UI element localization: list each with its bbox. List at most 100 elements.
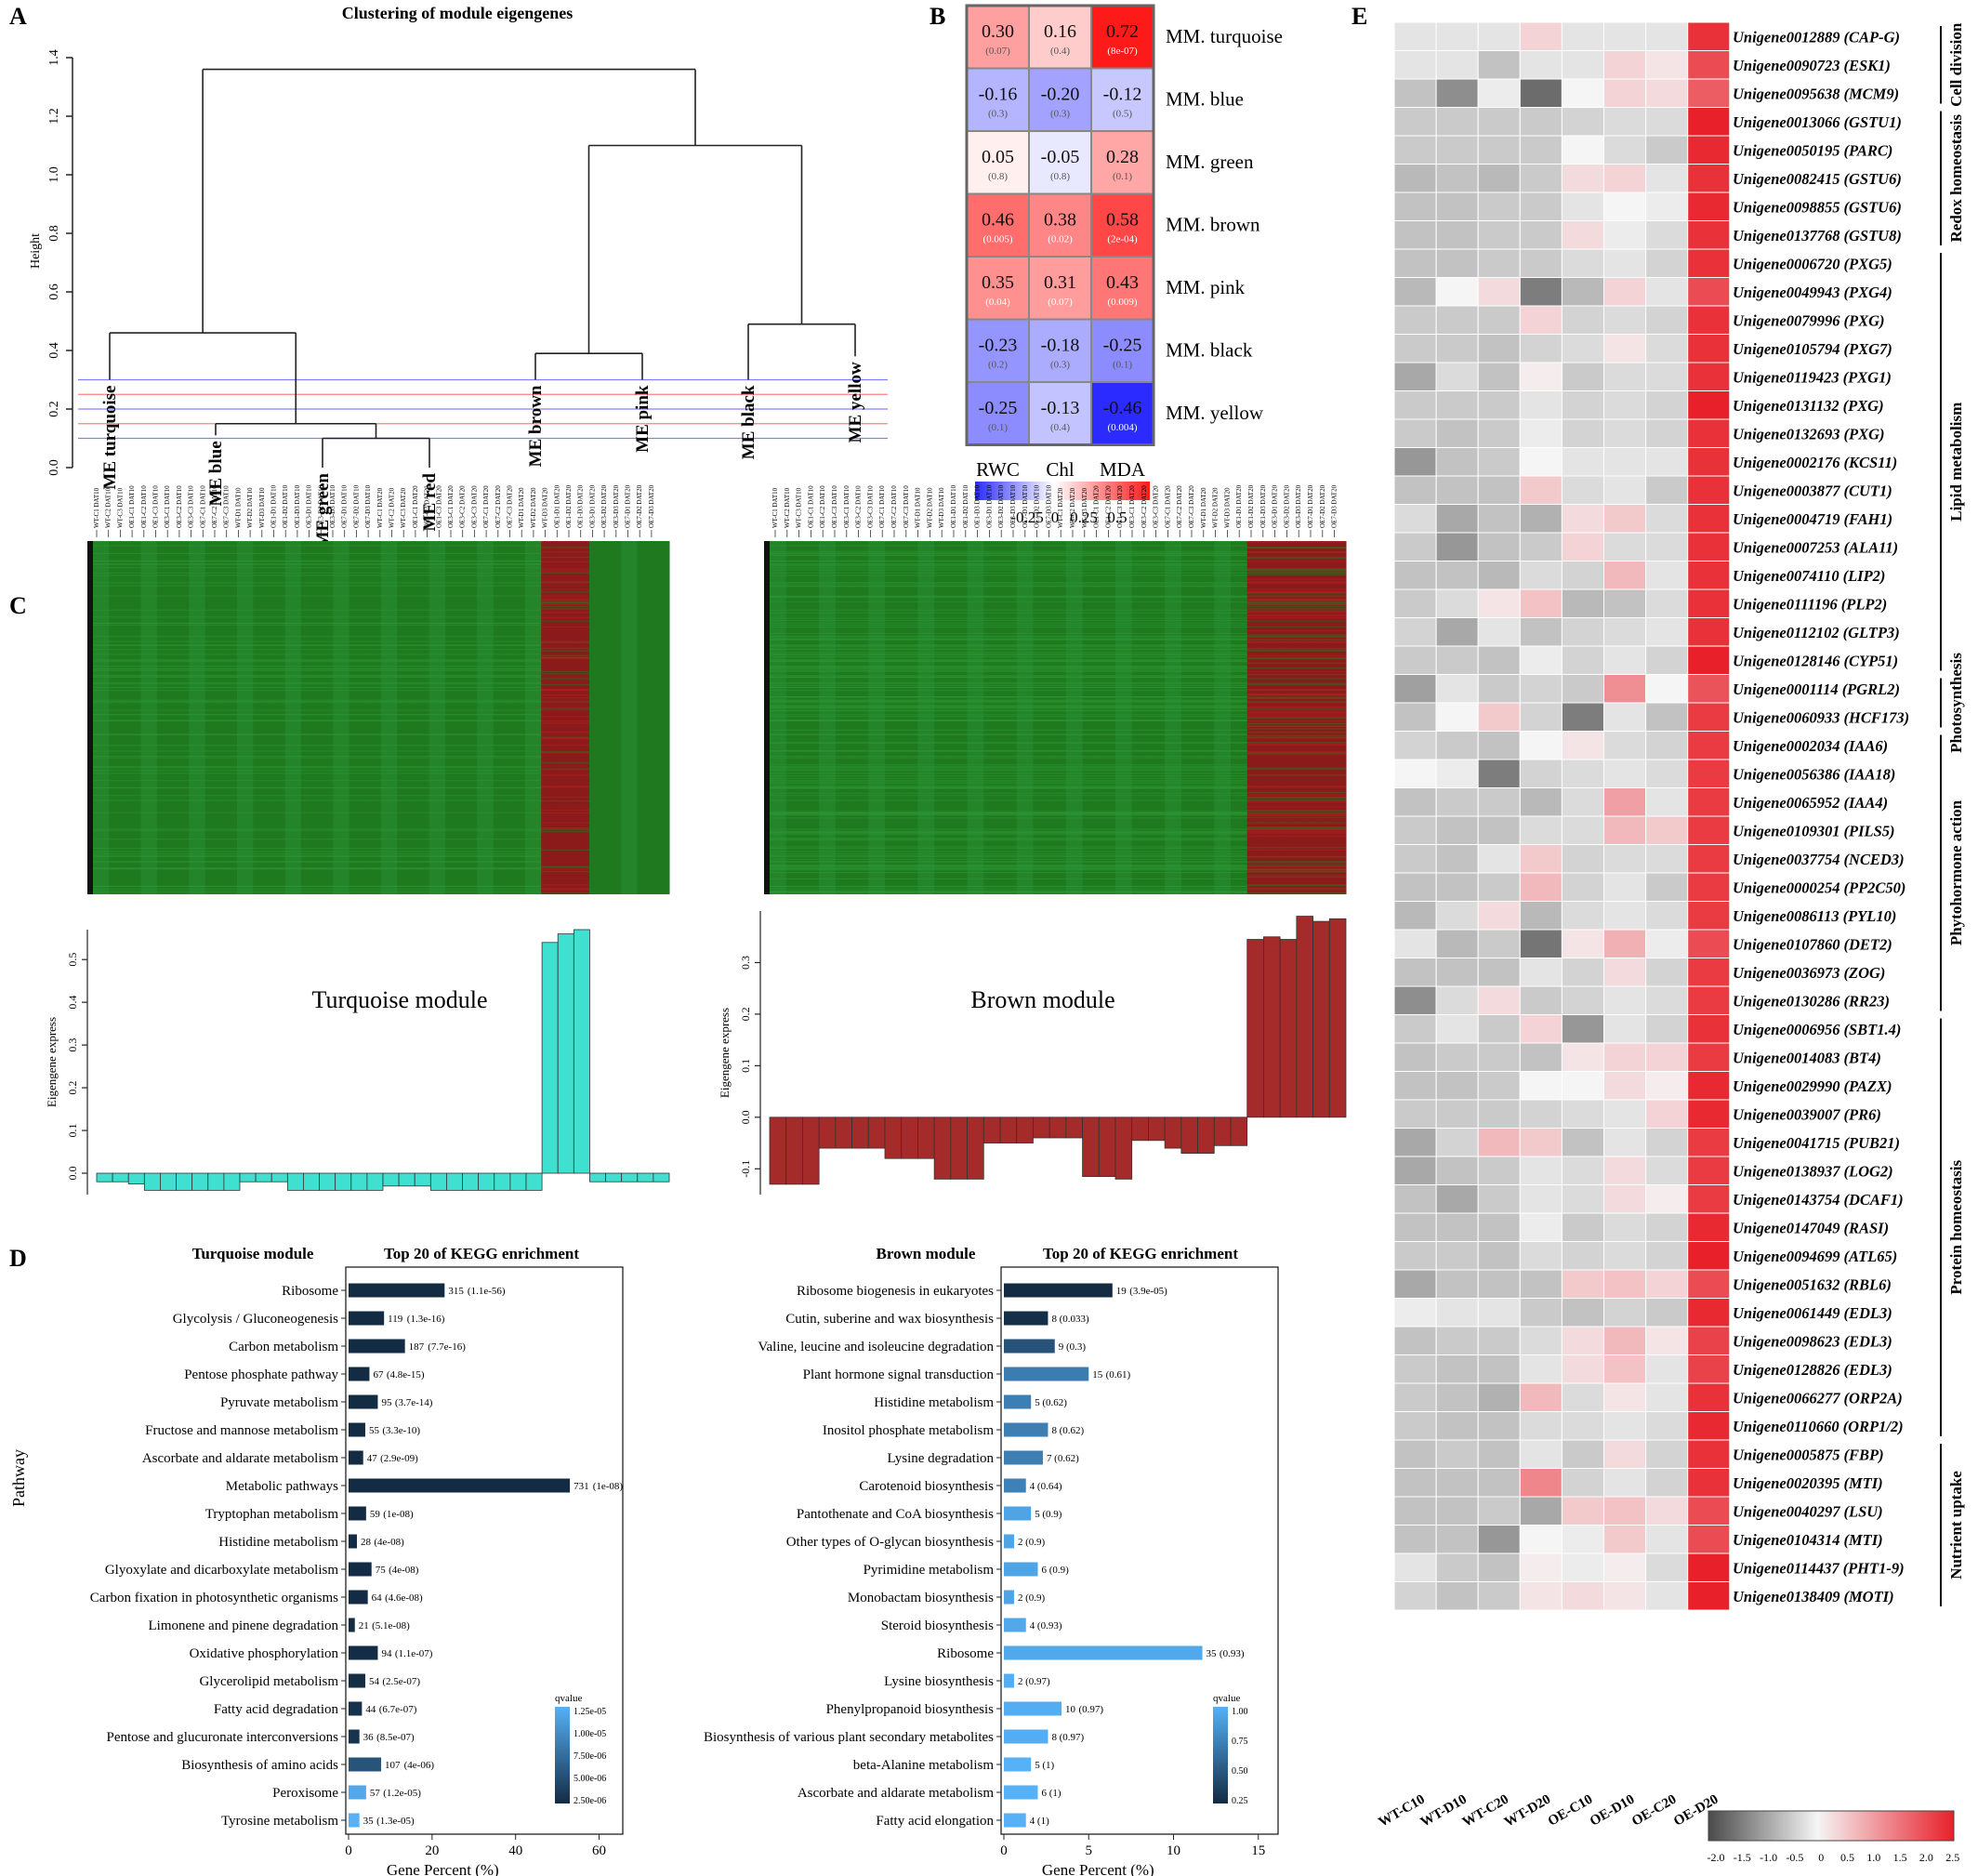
gene-heatmap-cell xyxy=(1561,78,1605,108)
turquoise-heatmap-stripe xyxy=(93,644,542,646)
brown-heatmap-stripe xyxy=(1246,743,1346,745)
gene-id: Unigene0040297 xyxy=(1733,1502,1840,1520)
turquoise-heatmap-stripe xyxy=(93,720,542,722)
gene-heatmap-cell xyxy=(1519,1525,1563,1554)
turquoise-heatmap-stripe xyxy=(541,601,589,604)
turquoise-heatmap-stripe xyxy=(93,683,542,685)
gene-heatmap-cell xyxy=(1687,1552,1731,1582)
gene-heatmap-cell xyxy=(1561,532,1605,561)
brown-kegg-subtitle: Top 20 of KEGG enrichment xyxy=(1043,1245,1238,1262)
brown-heatmap-edge xyxy=(764,541,770,894)
brown-kegg-qvalue-label: (0.97) xyxy=(1078,1704,1103,1715)
brown-module-title: Brown module xyxy=(970,986,1114,1013)
turquoise-sample-label: OE3-C2 DAT20 xyxy=(459,485,467,528)
brown-eigengene-bar xyxy=(1114,1116,1133,1180)
gene-heatmap-cell xyxy=(1393,731,1437,760)
gene-heatmap-cell xyxy=(1561,787,1605,817)
brown-heatmap-stripe xyxy=(770,750,1247,752)
brown-heatmap-stripe xyxy=(1246,736,1346,738)
turquoise-heatmap-stripe xyxy=(541,641,589,642)
gene-heatmap-cell xyxy=(1645,645,1689,675)
gene-heatmap-cell xyxy=(1519,901,1563,931)
gene-heatmap-cell xyxy=(1603,78,1647,108)
brown-kegg-bar xyxy=(1004,1785,1038,1800)
brown-heatmap-column xyxy=(770,541,787,894)
turquoise-heatmap-column xyxy=(525,541,542,894)
brown-heatmap-stripe xyxy=(1246,626,1346,628)
gene-heatmap-cell xyxy=(1687,418,1731,448)
brown-heatmap-stripe xyxy=(1246,605,1346,608)
gene-heatmap-cell xyxy=(1435,1184,1479,1214)
turquoise-heatmap-stripe xyxy=(541,796,589,799)
gene-heatmap-cell xyxy=(1687,1525,1731,1554)
gene-heatmap-cell xyxy=(1561,985,1605,1015)
brown-kegg-legend-title: qvalue xyxy=(1213,1693,1240,1704)
brown-heatmap-stripe xyxy=(770,729,1247,731)
gene-heatmap-cells xyxy=(1393,21,1731,1611)
turquoise-heatmap-stripe xyxy=(541,604,589,606)
gene-label: Unigene0132693 (PXG) xyxy=(1733,425,1885,443)
gene-name: (PGRL2) xyxy=(1842,680,1900,698)
gene-heatmap-cell xyxy=(1519,617,1563,647)
brown-heatmap-stripe xyxy=(770,867,1247,869)
module-trait-row-label: MM. yellow xyxy=(1166,402,1264,424)
turquoise-sample-label: OE7-C2 DAT20 xyxy=(494,485,502,528)
turquoise-heatmap-stripe xyxy=(541,598,589,600)
brown-heatmap-stripe xyxy=(1246,786,1346,788)
brown-heatmap-stripe xyxy=(1246,889,1346,891)
gene-id: Unigene0014083 xyxy=(1733,1049,1840,1066)
gene-name: (MCM9) xyxy=(1844,85,1900,102)
gene-heatmap-column-label: OE-C10 xyxy=(1546,1792,1595,1830)
gene-heatmap-cell xyxy=(1477,1156,1521,1185)
gene-heatmap-cell xyxy=(1477,901,1521,931)
gene-heatmap-cell xyxy=(1687,1298,1731,1328)
gene-heatmap-cell xyxy=(1519,815,1563,845)
gene-heatmap-cell xyxy=(1645,305,1689,335)
gene-label: Unigene0029990 (PAZX) xyxy=(1733,1077,1892,1095)
turquoise-sample-label: OE7-C2 DAT10 xyxy=(211,485,218,528)
brown-sample-label: OE7-C1 DAT10 xyxy=(878,485,886,528)
gene-heatmap-cell xyxy=(1561,277,1605,307)
gene-heatmap-cell xyxy=(1603,1326,1647,1355)
panel-a-dendrogram: Clustering of module eigengenes Height 0… xyxy=(29,4,888,548)
turquoise-heatmap-edge xyxy=(87,541,93,894)
gene-heatmap-cell xyxy=(1645,390,1689,420)
brown-heatmap-stripe xyxy=(770,702,1247,704)
gene-heatmap-cell xyxy=(1603,1269,1647,1299)
gene-heatmap-cell xyxy=(1519,787,1563,817)
turquoise-heatmap-stripe xyxy=(541,556,589,559)
brown-heatmap-stripe xyxy=(1246,710,1346,713)
turquoise-heatmap-stripe xyxy=(541,829,589,831)
brown-sample-label: OE7-D1 DAT10 xyxy=(1022,484,1029,528)
brown-eigengene-bar xyxy=(851,1116,869,1149)
gene-heatmap-colorbar-tick: -0.5 xyxy=(1786,1851,1803,1864)
turquoise-heatmap-stripe xyxy=(541,591,589,593)
turquoise-heatmap-stripe xyxy=(93,562,542,564)
gene-heatmap-cell xyxy=(1603,1354,1647,1384)
module-trait-pvalue: (0.004) xyxy=(1107,422,1137,433)
gene-heatmap-cell xyxy=(1687,107,1731,137)
brown-heatmap-stripe xyxy=(1246,641,1346,643)
gene-heatmap-cell xyxy=(1645,475,1689,505)
turquoise-kegg-count-label: 28 xyxy=(361,1537,372,1548)
turquoise-kegg-pathway-label: Tyrosine metabolism xyxy=(221,1814,338,1829)
module-trait-correlation: -0.18 xyxy=(1041,336,1080,356)
turquoise-heatmap-stripe xyxy=(93,702,542,704)
module-trait-pvalue: (0.3) xyxy=(1050,360,1070,371)
brown-kegg-count-label: 5 xyxy=(1035,1760,1040,1771)
gene-heatmap-cell xyxy=(1519,844,1563,874)
brown-heatmap-stripe xyxy=(770,764,1247,766)
gene-heatmap-cell xyxy=(1477,107,1521,137)
brown-heatmap-stripe xyxy=(770,567,1247,569)
brown-heatmap-stripe xyxy=(1246,810,1346,812)
brown-sample-label: OE3-C3 DAT10 xyxy=(866,485,874,528)
brown-heatmap-stripe xyxy=(1246,832,1346,834)
gene-heatmap-column-labels: WT-C10WT-D10WT-C20WT-D20OE-C10OE-D10OE-C… xyxy=(1377,1792,1721,1830)
turquoise-heatmap-stripe xyxy=(93,641,542,642)
gene-name: (KCS11) xyxy=(1844,454,1898,471)
turquoise-heatmap-stripe xyxy=(93,636,542,638)
gene-heatmap-cell xyxy=(1687,1241,1731,1271)
gene-heatmap-cell xyxy=(1561,759,1605,788)
turquoise-kegg-pathway-label: Fructose and mannose metabolism xyxy=(145,1423,338,1438)
gene-heatmap-cell xyxy=(1561,1326,1605,1355)
